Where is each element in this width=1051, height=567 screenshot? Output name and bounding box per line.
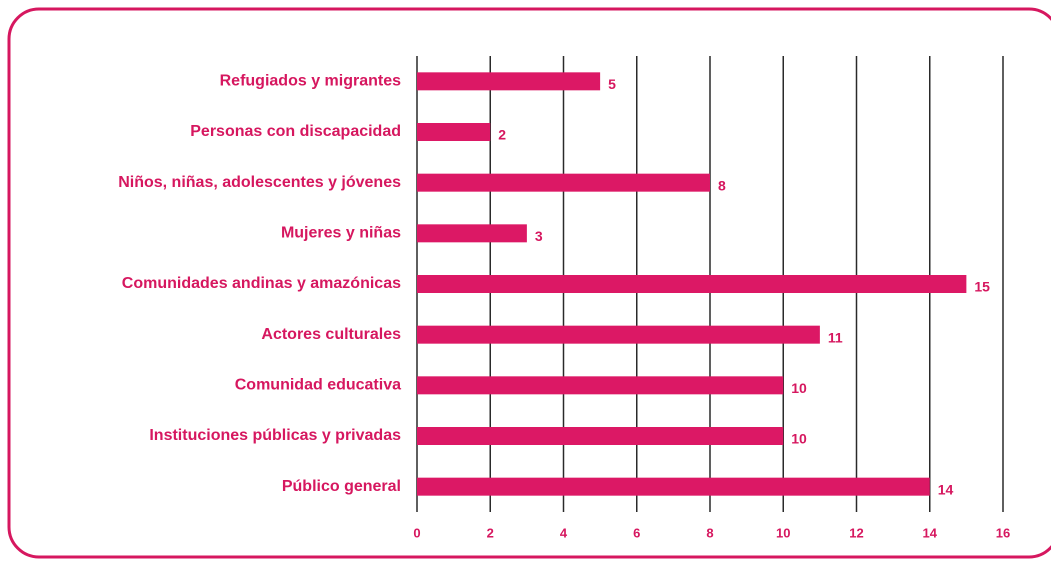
y-tick-label: Actores culturales bbox=[261, 326, 401, 343]
bar bbox=[417, 376, 784, 395]
data-label: 5 bbox=[608, 76, 616, 92]
bar bbox=[417, 72, 601, 91]
bar bbox=[417, 173, 710, 192]
y-tick-label: Personas con discapacidad bbox=[190, 123, 401, 140]
bar bbox=[417, 477, 930, 496]
x-tick-label: 14 bbox=[923, 525, 938, 540]
x-tick-label: 16 bbox=[996, 525, 1010, 540]
bar bbox=[417, 123, 491, 141]
x-tick-label: 8 bbox=[706, 525, 713, 540]
y-tick-label: Instituciones públicas y privadas bbox=[149, 427, 401, 444]
x-tick-label: 12 bbox=[849, 525, 863, 540]
data-label: 11 bbox=[828, 329, 843, 345]
x-tick-label: 2 bbox=[487, 525, 494, 540]
y-tick-label: Comunidad educativa bbox=[235, 377, 401, 394]
x-tick-label: 0 bbox=[413, 525, 420, 540]
x-tick-label: 4 bbox=[560, 525, 568, 540]
data-label: 2 bbox=[498, 127, 506, 143]
x-tick-label: 6 bbox=[633, 525, 640, 540]
data-label: 15 bbox=[974, 279, 990, 295]
y-tick-label: Comunidades andinas y amazónicas bbox=[122, 275, 401, 292]
data-label: 10 bbox=[791, 431, 807, 447]
bar bbox=[417, 325, 820, 344]
bar bbox=[417, 427, 784, 445]
y-tick-label: Niños, niñas, adolescentes y jóvenes bbox=[118, 174, 401, 191]
y-tick-label: Refugiados y migrantes bbox=[220, 73, 401, 90]
bar bbox=[417, 275, 967, 293]
chart-border bbox=[7, 7, 1051, 559]
y-tick-label: Mujeres y niñas bbox=[281, 225, 401, 242]
data-label: 14 bbox=[938, 481, 954, 497]
x-tick-label: 10 bbox=[776, 525, 790, 540]
data-label: 8 bbox=[718, 177, 726, 193]
data-label: 10 bbox=[791, 380, 807, 396]
y-tick-label: Público general bbox=[282, 478, 401, 495]
data-label: 3 bbox=[535, 228, 543, 244]
bar bbox=[417, 224, 527, 243]
